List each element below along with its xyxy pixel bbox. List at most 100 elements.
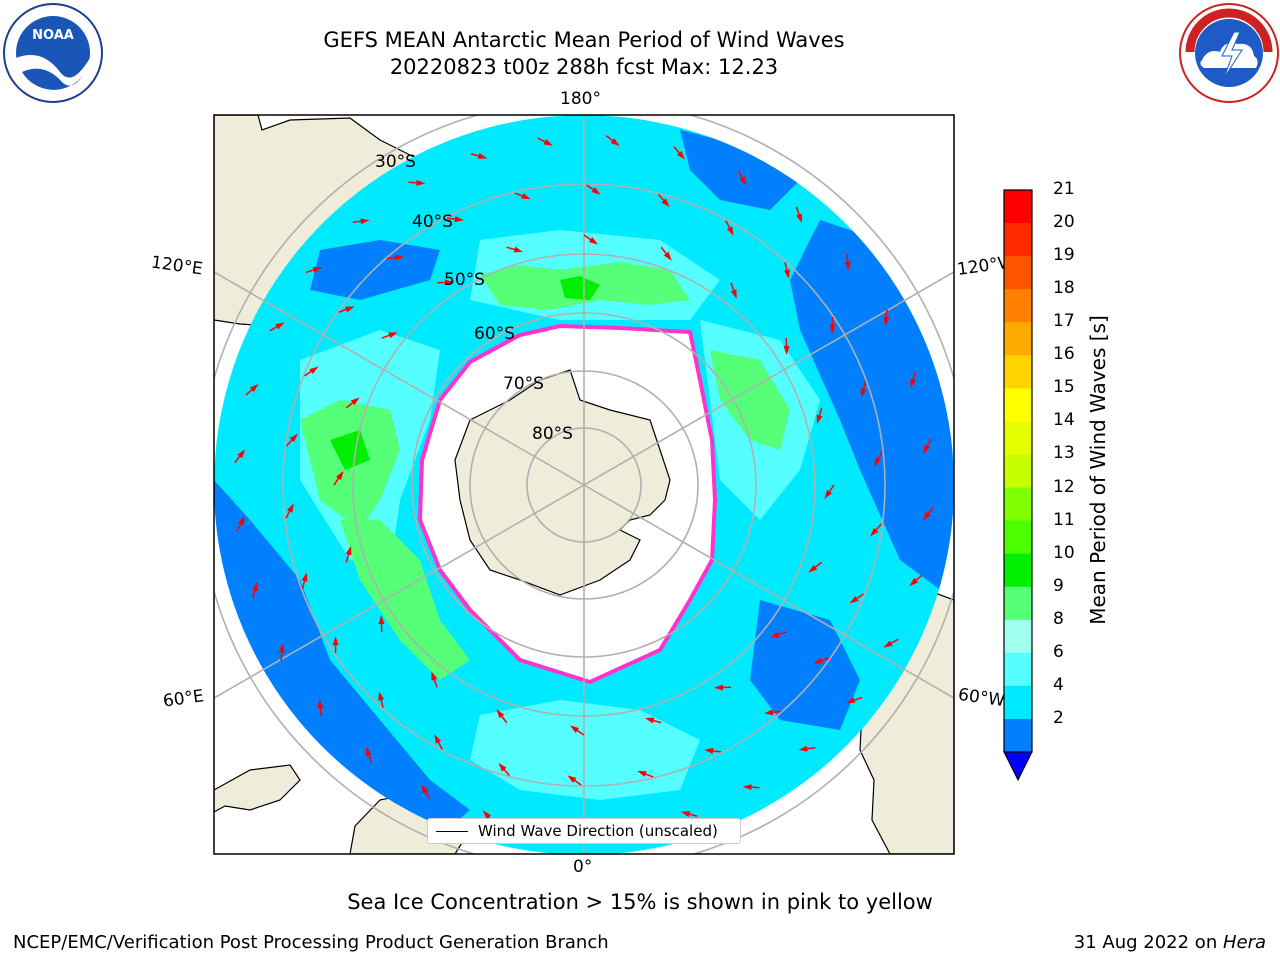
chart-title: GEFS MEAN Antarctic Mean Period of Wind … bbox=[323, 28, 845, 52]
colorbar-cell bbox=[1004, 256, 1032, 290]
wave-direction-arrowhead bbox=[704, 747, 714, 754]
colorbar-cell bbox=[1004, 619, 1032, 654]
footer-system: Hera bbox=[1222, 932, 1266, 953]
colorbar bbox=[1003, 189, 1033, 782]
wave-direction-arrowhead bbox=[808, 564, 818, 573]
wave-direction-arrowhead bbox=[543, 139, 553, 146]
wave-direction-arrowhead bbox=[661, 198, 670, 208]
wave-direction-arrowhead bbox=[739, 176, 747, 186]
wave-direction-arrowhead bbox=[332, 636, 339, 646]
wave-direction-arrowhead bbox=[378, 614, 385, 625]
wave-direction-arrowhead bbox=[569, 725, 580, 733]
colorbar-cell bbox=[1004, 652, 1032, 687]
colorbar-tick-label: 19 bbox=[1053, 245, 1075, 266]
wave-direction-arrowhead bbox=[824, 489, 832, 500]
wave-direction-arrowhead bbox=[431, 671, 438, 681]
wave-direction-arrowhead bbox=[477, 153, 488, 159]
colorbar-tick-label: 4 bbox=[1053, 674, 1064, 695]
lat-label-80s: 80°S bbox=[532, 424, 573, 444]
wave-direction-arrowhead bbox=[591, 187, 601, 195]
wind-wave-direction-arrows bbox=[234, 135, 934, 835]
wave-direction-arrowhead bbox=[798, 745, 808, 752]
wave-direction-arrowhead bbox=[813, 657, 823, 664]
lon-label-180: 180° bbox=[560, 89, 601, 109]
wave-direction-arrowhead bbox=[416, 179, 426, 186]
wave-direction-arrowhead bbox=[378, 691, 385, 701]
colorbar-cell bbox=[1004, 388, 1032, 422]
lat-label-50s: 50°S bbox=[444, 270, 485, 290]
colorbar-cell bbox=[1004, 685, 1032, 720]
colorbar-tick-label: 15 bbox=[1053, 377, 1075, 398]
wave-direction-arrowhead bbox=[513, 246, 524, 253]
wave-direction-arrowhead bbox=[816, 414, 823, 425]
wave-direction-arrowhead bbox=[434, 734, 442, 744]
wave-direction-arrowhead bbox=[345, 306, 355, 313]
antarctica bbox=[454, 369, 671, 596]
wave-direction-arrowhead bbox=[496, 709, 505, 719]
footer-date: 31 Aug 2022 on Hera bbox=[1074, 932, 1266, 953]
colorbar-cell bbox=[1004, 421, 1032, 455]
wave-direction-arrowhead bbox=[742, 784, 752, 791]
wave-direction-arrowhead bbox=[482, 810, 492, 820]
wave-direction-arrowhead bbox=[421, 784, 429, 794]
wave-direction-arrowhead bbox=[249, 383, 259, 393]
colorbar-cell bbox=[1004, 223, 1032, 257]
wave-direction-arrowhead bbox=[275, 322, 285, 330]
map-legend: Wind Wave Direction (unscaled) bbox=[427, 818, 741, 844]
wave-direction-arrowhead bbox=[663, 251, 672, 261]
colorbar-cell bbox=[1004, 454, 1032, 489]
colorbar-extend-triangle bbox=[1003, 751, 1033, 782]
wave-direction-arrowhead bbox=[883, 317, 890, 327]
wave-direction-arrowhead bbox=[394, 254, 405, 261]
wave-direction-arrowhead bbox=[345, 545, 352, 556]
wave-direction-arrowhead bbox=[730, 289, 737, 299]
wave-direction-arrowhead bbox=[366, 746, 372, 757]
wave-direction-arrowhead bbox=[238, 516, 245, 526]
wave-direction-arrowhead bbox=[454, 216, 464, 223]
wave-direction-arrowhead bbox=[883, 640, 893, 648]
colorbar-tick-label: 9 bbox=[1053, 575, 1064, 596]
wave-direction-arrowhead bbox=[845, 697, 856, 703]
colorbar-label: Mean Period of Wind Waves [s] bbox=[1086, 315, 1110, 625]
wave-direction-arrowhead bbox=[844, 261, 851, 271]
noaa-logo: NOAA bbox=[3, 3, 103, 103]
colorbar-cell bbox=[1004, 190, 1032, 224]
colorbar-cell bbox=[1004, 520, 1032, 555]
wave-direction-arrowhead bbox=[309, 366, 319, 375]
wave-direction-arrowhead bbox=[289, 433, 298, 443]
wave-direction-arrowhead bbox=[680, 811, 691, 817]
footer-date-text: 31 Aug 2022 on bbox=[1073, 932, 1223, 953]
colorbar-tick-label: 20 bbox=[1053, 212, 1075, 233]
wave-direction-arrowhead bbox=[301, 572, 308, 582]
lon-label-0: 0° bbox=[573, 857, 593, 877]
colorbar-tick-label: 13 bbox=[1053, 443, 1075, 464]
wave-direction-arrowhead bbox=[388, 332, 398, 339]
wave-direction-arrowhead bbox=[278, 643, 285, 653]
wave-direction-arrowhead bbox=[676, 150, 686, 160]
wave-direction-arrowhead bbox=[444, 279, 455, 286]
colorbar-tick-label: 21 bbox=[1053, 179, 1075, 199]
legend-line-sample bbox=[436, 831, 468, 832]
colorbar-cell bbox=[1004, 487, 1032, 522]
wave-direction-arrowhead bbox=[521, 193, 531, 200]
lat-label-30s: 30°S bbox=[375, 152, 416, 172]
wave-direction-arrowhead bbox=[350, 397, 360, 406]
wave-direction-arrowhead bbox=[610, 138, 620, 147]
lat-label-70s: 70°S bbox=[503, 374, 544, 394]
wave-direction-arrowhead bbox=[360, 218, 370, 225]
wave-direction-arrowhead bbox=[588, 237, 599, 245]
colorbar-cell bbox=[1004, 289, 1032, 323]
wave-direction-arrowhead bbox=[849, 595, 859, 604]
colorbar-tick-label: 10 bbox=[1053, 542, 1075, 563]
noaa-wordmark: NOAA bbox=[32, 28, 74, 43]
wave-direction-arrowhead bbox=[796, 213, 802, 224]
wave-direction-arrowhead bbox=[783, 345, 790, 356]
wave-direction-arrowhead bbox=[909, 577, 919, 587]
wave-direction-arrowhead bbox=[770, 631, 780, 638]
colorbar-tick-label: 14 bbox=[1053, 410, 1075, 431]
lat-label-40s: 40°S bbox=[412, 212, 453, 232]
nws-logo bbox=[1179, 3, 1279, 103]
colorbar-tick-label: 16 bbox=[1053, 344, 1075, 365]
wave-direction-arrowhead bbox=[637, 770, 647, 777]
